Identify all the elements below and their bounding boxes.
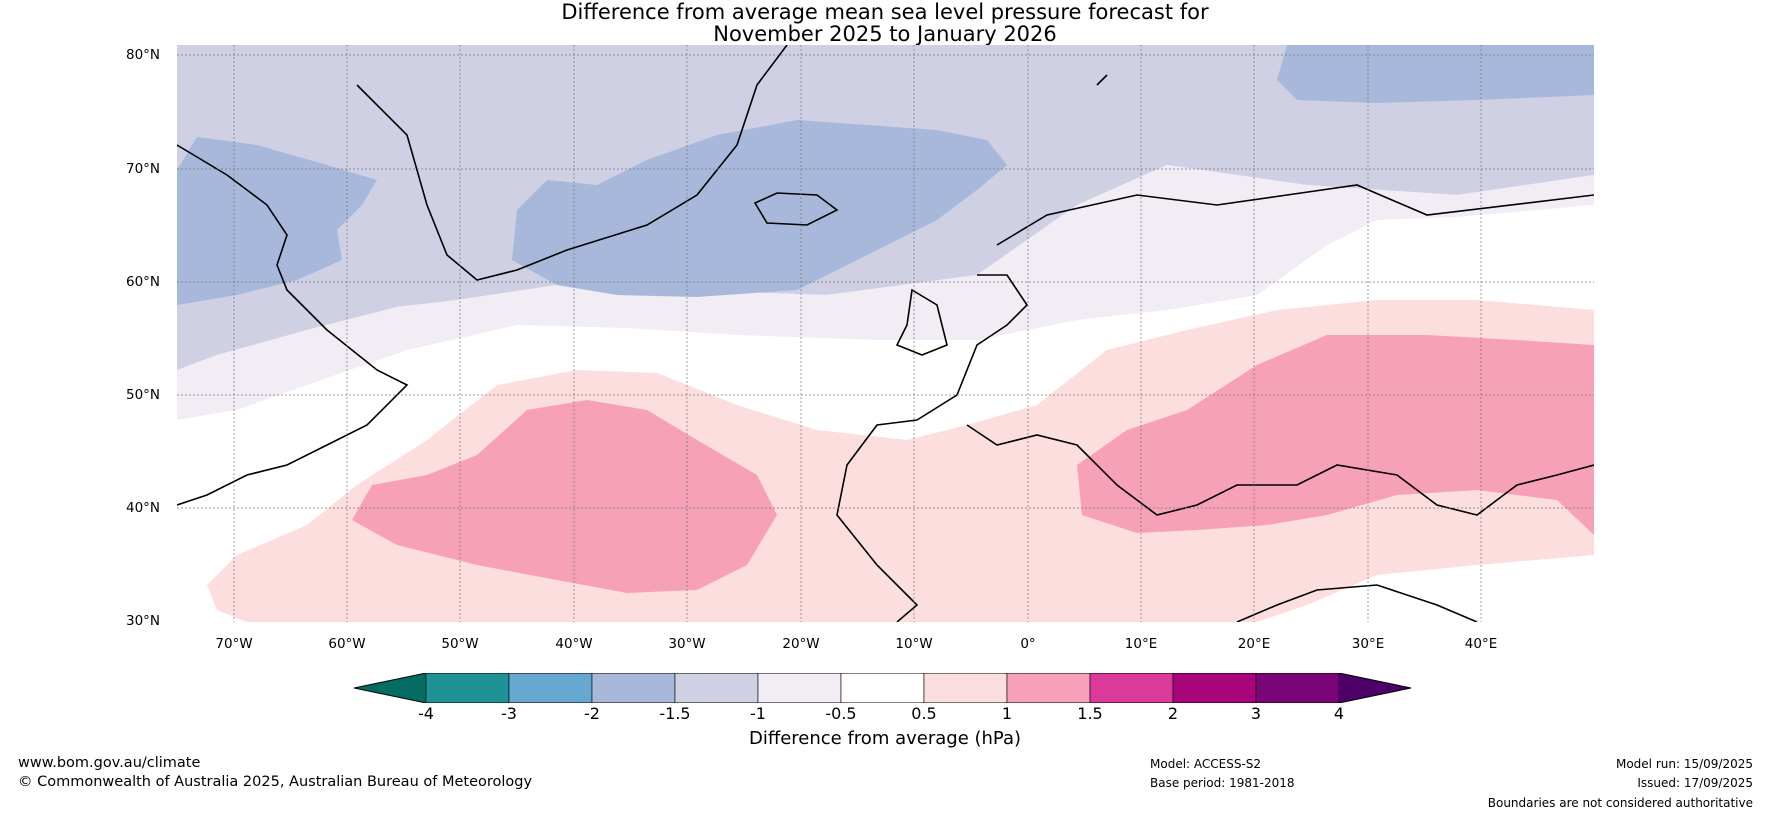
- map-title-line-2: November 2025 to January 2026: [713, 22, 1057, 46]
- colorbar-tick-label: -3: [501, 704, 517, 723]
- lon-label-40e: 40°E: [1464, 636, 1498, 652]
- website-text: www.bom.gov.au/climate: [18, 755, 201, 771]
- lon-label-30w: 30°W: [668, 636, 706, 652]
- lat-label-30n: 30°N: [126, 613, 161, 629]
- colorbar-extend-max: [1339, 673, 1411, 703]
- colorbar-tick-label: -2: [584, 704, 600, 723]
- colorbar-tick-label: 3: [1250, 704, 1262, 723]
- colorbar-segment: [840, 672, 925, 704]
- greenland-coast: [356, 45, 788, 281]
- anomaly-region-neg1: [177, 165, 1594, 420]
- disclaimer-text: Boundaries are not considered authoritat…: [1487, 796, 1753, 810]
- anomaly-region-neg2-iceland: [512, 120, 1007, 297]
- colorbar-tick-label: -1: [750, 704, 766, 723]
- lon-label-10e: 10°E: [1124, 636, 1158, 652]
- colorbar-label: Difference from average (hPa): [748, 728, 1022, 749]
- colorbar-tick-label: 4: [1333, 704, 1345, 723]
- colorbar-tick-label: 1.5: [1077, 704, 1103, 723]
- colorbar-tick-label: -1.5: [659, 704, 691, 723]
- colorbar-tick-label: 2: [1167, 704, 1179, 723]
- colorbar-tick-label: 1: [1001, 704, 1013, 723]
- colorbar-extend-min: [354, 673, 426, 703]
- colorbar-svg: [353, 672, 1412, 704]
- map-canvas: [177, 45, 1594, 622]
- colorbar-segment: [1255, 672, 1340, 704]
- colorbar-tick-label: -4: [418, 704, 434, 723]
- anomaly-region-neg2-arctic: [1277, 45, 1594, 103]
- lat-label-80n: 80°N: [126, 47, 161, 63]
- lat-label-60n: 60°N: [126, 274, 161, 290]
- lon-label-0: 0°: [1020, 636, 1036, 652]
- map-title-line-1: Difference from average mean sea level p…: [561, 0, 1209, 24]
- copyright-text: © Commonwealth of Australia 2025, Austra…: [18, 774, 533, 790]
- north-america-coast: [177, 144, 409, 506]
- europe-coast: [836, 74, 1594, 622]
- colorbar-segment: [757, 672, 842, 704]
- lat-label-40n: 40°N: [126, 500, 161, 516]
- model-text: Model: ACCESS-S2: [1150, 757, 1262, 771]
- colorbar-segment: [425, 672, 510, 704]
- colorbar: [353, 672, 1418, 707]
- colorbar-segment: [1006, 672, 1091, 704]
- colorbar-segment: [591, 672, 676, 704]
- colorbar-tick-label: -0.5: [825, 704, 857, 723]
- colorbar-segment: [508, 672, 593, 704]
- lon-label-30e: 30°E: [1351, 636, 1385, 652]
- lon-label-70w: 70°W: [215, 636, 253, 652]
- colorbar-tick-label: 0.5: [911, 704, 937, 723]
- lon-label-40w: 40°W: [555, 636, 593, 652]
- anomaly-region-pos1-europe: [1077, 335, 1594, 535]
- colorbar-segment: [1089, 672, 1174, 704]
- lon-label-60w: 60°W: [328, 636, 366, 652]
- lon-label-10w: 10°W: [895, 636, 933, 652]
- lon-label-20e: 20°E: [1237, 636, 1271, 652]
- base-period-text: Base period: 1981-2018: [1150, 776, 1295, 790]
- pressure-anomaly-map: [177, 45, 1594, 622]
- colorbar-segment: [674, 672, 759, 704]
- coastlines: [177, 45, 1594, 622]
- uk-coast: [895, 288, 948, 356]
- lat-label-50n: 50°N: [126, 387, 161, 403]
- colorbar-segment: [923, 672, 1008, 704]
- issued-text: Issued: 17/09/2025: [1637, 776, 1753, 790]
- iceland-coast: [753, 192, 839, 226]
- lat-label-70n: 70°N: [126, 161, 161, 177]
- graticule: [177, 45, 1594, 622]
- model-run-text: Model run: 15/09/2025: [1615, 757, 1753, 771]
- lon-label-50w: 50°W: [441, 636, 479, 652]
- colorbar-segment: [1172, 672, 1257, 704]
- anomaly-region-pos1-atlantic: [352, 400, 777, 593]
- lon-label-20w: 20°W: [782, 636, 820, 652]
